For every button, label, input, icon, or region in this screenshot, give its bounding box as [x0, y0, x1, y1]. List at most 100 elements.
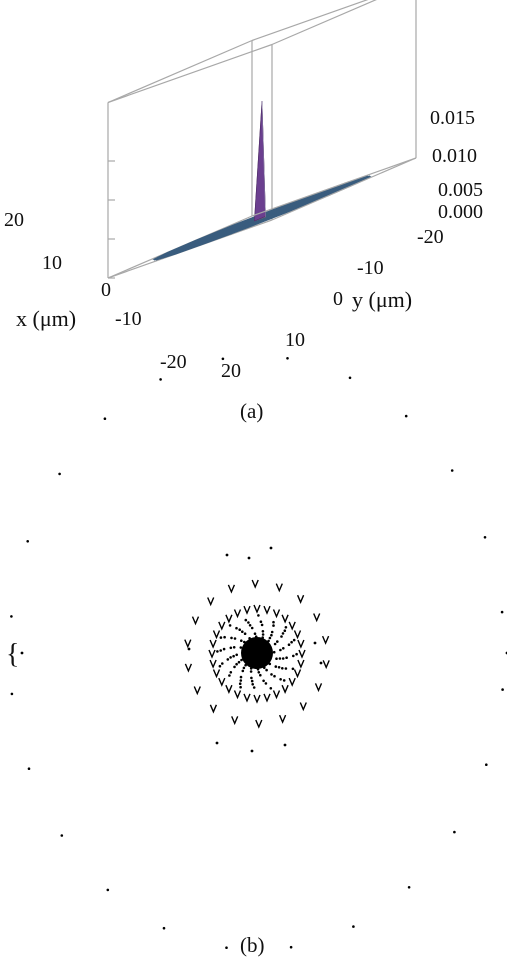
scatter-point	[249, 667, 253, 670]
scatter-point	[226, 658, 230, 661]
scatter-point	[162, 926, 166, 930]
scatter-point	[450, 469, 454, 472]
scatter-marker	[293, 630, 302, 640]
scatter-point	[348, 376, 352, 380]
scatter-point	[240, 639, 243, 642]
x-tick-0: 20	[4, 209, 24, 231]
scatter-marker	[231, 716, 239, 726]
mesh-line	[155, 225, 253, 261]
scatter-point	[229, 671, 233, 674]
scatter-point	[106, 888, 110, 892]
scatter-marker	[263, 605, 271, 615]
scatter-point	[10, 692, 14, 696]
scatter-marker	[225, 614, 233, 624]
x-tick-2: 0	[101, 279, 111, 301]
peak-face	[261, 100, 266, 217]
scatter-point	[228, 624, 232, 627]
z-tick-2: 0.005	[438, 179, 483, 201]
scatter-point	[270, 630, 274, 634]
scatter-point	[233, 637, 237, 640]
scatter-point	[287, 643, 291, 646]
scatter-point	[250, 679, 254, 683]
scatter-marker	[209, 659, 217, 669]
scatter-point	[239, 646, 243, 649]
surface-peak	[254, 100, 266, 222]
scatter-point	[103, 417, 107, 421]
scatter-marker	[272, 609, 281, 619]
mesh-line	[284, 176, 371, 214]
scatter-point	[228, 674, 231, 677]
scatter-marker	[321, 635, 330, 645]
scatter-marker	[275, 583, 283, 593]
scatter-point	[282, 647, 285, 650]
mesh-line	[161, 233, 233, 259]
scatter-marker	[297, 639, 305, 649]
scatter-point	[244, 618, 248, 622]
scatter-marker	[212, 669, 221, 679]
scatter-point	[26, 540, 30, 543]
scatter-point	[240, 658, 243, 662]
scatter-marker	[207, 597, 215, 607]
scatter-point	[241, 669, 245, 673]
mesh-line	[268, 175, 371, 220]
scatter-point	[222, 647, 226, 651]
scatter-point	[268, 656, 272, 660]
scatter-point	[261, 630, 265, 633]
y-tick-2: 0	[333, 288, 343, 310]
scatter-point	[281, 667, 284, 670]
box-floor-edge	[251, 157, 417, 217]
scatter-point	[241, 651, 245, 655]
scatter-point	[261, 663, 264, 667]
scatter-point	[407, 886, 411, 889]
scatter-point	[269, 687, 273, 690]
scatter-point	[187, 647, 191, 651]
scatter-point	[289, 945, 293, 949]
scatter-marker	[251, 579, 259, 589]
scatter-point	[239, 679, 243, 682]
scatter-point	[319, 661, 323, 665]
scatter-point	[276, 640, 279, 643]
scatter-marker	[227, 584, 236, 594]
x-tick-3: -10	[115, 308, 142, 330]
scatter-point	[242, 666, 246, 670]
scatter-point	[270, 673, 273, 676]
scatter-point	[260, 623, 264, 627]
y-tick-1: -10	[357, 257, 384, 279]
scatter-point	[253, 632, 257, 635]
scatter-point	[250, 626, 254, 630]
scatter-point	[284, 626, 288, 629]
scatter-point	[249, 670, 253, 673]
scatter-marker	[288, 677, 296, 687]
scatter-marker	[297, 659, 305, 669]
scatter-point	[230, 636, 233, 640]
box-floor-edge	[271, 157, 417, 221]
scatter-marker	[209, 639, 217, 649]
scatter-point	[404, 414, 408, 418]
scatter-point	[263, 666, 266, 670]
scatter-point	[229, 646, 233, 650]
scatter-point	[273, 674, 276, 678]
x-tick-4: -20	[160, 351, 187, 373]
scatter-marker	[233, 609, 242, 619]
scatter-point	[247, 556, 251, 560]
scatter-marker	[281, 614, 289, 624]
scatter-point	[279, 678, 282, 681]
scatter-point	[267, 639, 270, 643]
z-tick-0: 0.015	[430, 107, 475, 129]
scatter-point	[238, 628, 241, 631]
scatter-point	[237, 660, 241, 664]
scatter-point	[250, 749, 254, 753]
scatter-point	[218, 664, 222, 668]
scatter-marker	[193, 686, 201, 696]
scatter-marker	[208, 649, 216, 659]
box-top-edge	[107, 43, 273, 104]
scatter-points	[10, 357, 507, 949]
scatter-point	[20, 651, 24, 655]
scatter-marker	[278, 714, 287, 724]
mesh-line	[154, 213, 284, 260]
scatter-point	[272, 620, 275, 624]
y-axis-label: y (μm)	[352, 287, 412, 312]
scatter-marker	[272, 690, 281, 700]
scatter-point	[223, 635, 226, 639]
